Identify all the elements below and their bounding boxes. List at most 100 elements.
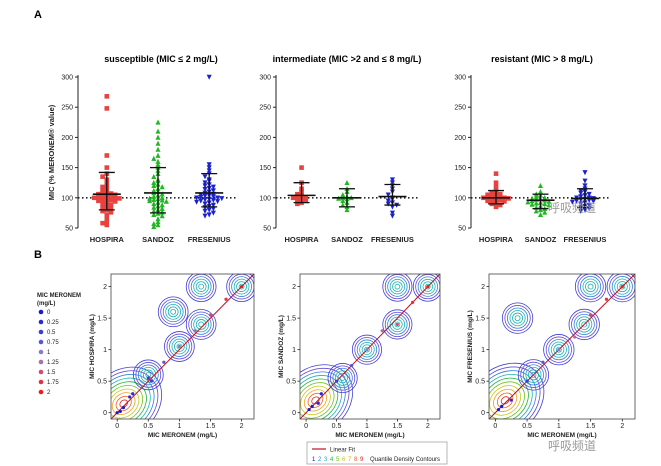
density-contour: [580, 276, 602, 298]
data-point: [537, 211, 544, 218]
density-contour: [555, 346, 562, 353]
panel-title: susceptible (MIC ≤ 2 mg/L): [104, 54, 217, 64]
y-tick-label: 2: [292, 284, 296, 291]
density-contour: [170, 308, 177, 315]
data-point: [108, 209, 114, 215]
data-point: [500, 404, 504, 408]
y-tick-label: 150: [259, 165, 271, 172]
data-point: [569, 199, 575, 205]
data-point: [525, 199, 531, 205]
data-point: [159, 202, 165, 208]
y-tick-label: 300: [454, 75, 466, 82]
data-point: [620, 285, 624, 289]
data-point: [202, 201, 208, 207]
data-point: [202, 187, 208, 193]
data-point: [155, 128, 161, 134]
x-tick-label: 2: [426, 423, 430, 430]
data-point: [385, 201, 391, 207]
density-contour: [188, 274, 214, 300]
data-point: [202, 174, 208, 180]
density-contour: [517, 359, 550, 391]
y-tick-label: 0: [103, 410, 107, 417]
data-point: [104, 214, 110, 220]
x-category-label: FRESENIUS: [188, 235, 231, 244]
data-point: [525, 379, 529, 383]
data-point: [385, 198, 391, 204]
density-contour: [185, 274, 217, 302]
data-point: [104, 106, 110, 111]
data-point: [155, 161, 161, 167]
legend-box: [306, 441, 448, 465]
data-point: [295, 191, 300, 197]
data-point: [210, 184, 216, 190]
density-contour: [382, 274, 413, 302]
density-contour: [489, 370, 537, 419]
data-point: [100, 190, 105, 196]
density-contour: [174, 341, 185, 352]
y-axis-label: MIC FRESENIUS (mg/L): [467, 310, 474, 383]
x-tick-label: 2: [240, 423, 244, 430]
data-point: [588, 313, 593, 317]
data-point: [489, 193, 495, 199]
density-contour: [389, 316, 406, 333]
data-point: [104, 218, 110, 224]
data-point: [202, 208, 208, 214]
legend-label: 1.25: [47, 360, 59, 366]
linear-fit-line: [300, 274, 440, 419]
series-hospira: [481, 171, 511, 210]
y-tick-label: 50: [65, 226, 73, 233]
data-point: [159, 184, 165, 190]
contour-level-label: 2: [318, 457, 322, 463]
data-point: [194, 195, 200, 201]
density-contour: [166, 333, 193, 360]
data-point: [198, 194, 204, 200]
y-tick-label: 1.5: [97, 316, 107, 323]
data-point: [546, 202, 552, 208]
data-point: [574, 198, 580, 204]
density-contour: [330, 365, 356, 391]
x-category-label: SANDOZ: [525, 235, 557, 244]
density-contour: [137, 364, 159, 386]
density-contour: [364, 346, 370, 353]
legend-swatch: [38, 369, 44, 375]
x-category-label: SANDOZ: [331, 235, 363, 244]
data-point: [573, 335, 577, 339]
data-point: [533, 200, 539, 206]
data-point: [194, 199, 200, 205]
y-tick-label: 150: [454, 165, 466, 172]
watermark-bottom: 呼吸频道: [548, 439, 596, 453]
data-point: [582, 207, 588, 213]
density-contour: [514, 315, 521, 322]
data-point: [151, 173, 157, 179]
panel-title: resistant (MIC > 8 mg/L): [491, 54, 593, 64]
data-point: [193, 329, 197, 333]
data-point: [316, 401, 320, 405]
data-point: [578, 201, 584, 207]
data-point: [206, 74, 212, 80]
y-tick-label: 300: [259, 75, 271, 82]
data-point: [100, 188, 105, 193]
y-axis-label: MIC SANDOZ (mg/L): [278, 315, 285, 378]
data-point: [112, 195, 118, 201]
data-point: [295, 194, 300, 199]
data-point: [151, 208, 157, 214]
data-point: [295, 201, 300, 207]
series-fresenius: [378, 177, 407, 219]
density-contour: [394, 283, 401, 290]
data-point: [215, 195, 221, 201]
x-tick-label: 0.5: [332, 423, 342, 430]
density-panel-2: 0 0.5 1 1.5 2 0 0.5 1 1.5 2 MIC MERONEM (mg/L) MIC …: [278, 273, 441, 439]
data-point: [215, 199, 221, 205]
density-contour: [522, 364, 544, 386]
density-contour: [198, 283, 205, 290]
density-contour: [571, 311, 598, 338]
data-point: [96, 198, 101, 204]
series-fresenius: [569, 170, 599, 214]
x-tick-label: 1: [177, 423, 181, 430]
density-contour: [493, 388, 518, 412]
data-point: [509, 398, 513, 402]
density-contour: [520, 361, 547, 388]
data-point: [155, 146, 161, 152]
data-point: [485, 198, 490, 204]
data-point: [485, 192, 490, 198]
